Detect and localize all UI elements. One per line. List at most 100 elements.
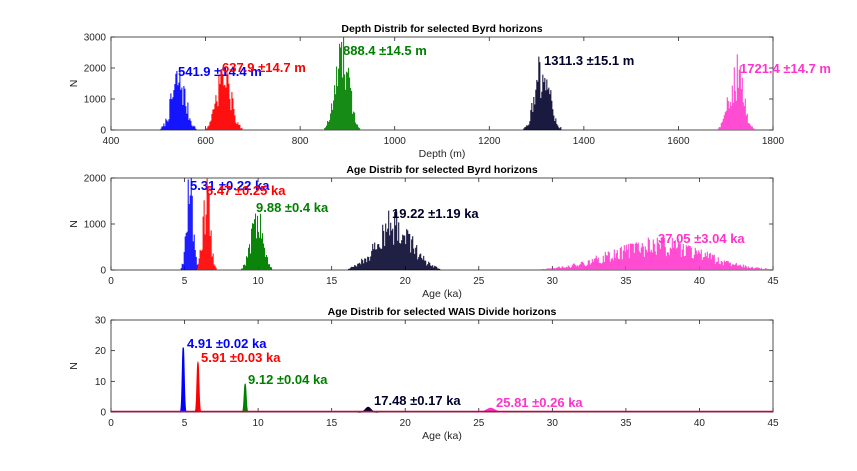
histogram-bar	[339, 43, 341, 131]
histogram-bar	[371, 250, 373, 270]
histogram-bar	[654, 251, 656, 270]
histogram-bar	[733, 264, 735, 270]
histogram-bar	[605, 255, 607, 270]
histogram-bar	[571, 265, 573, 270]
histogram-bar	[253, 223, 255, 270]
histogram-bar	[349, 77, 351, 130]
histogram-bar	[350, 88, 352, 130]
histogram-bar	[659, 248, 661, 270]
histogram-bar	[684, 255, 686, 270]
histogram-bar	[535, 89, 537, 130]
histogram-bar	[731, 264, 733, 270]
histogram-bar	[646, 252, 648, 270]
histogram-bar	[744, 98, 746, 130]
histogram-bar	[254, 219, 256, 270]
histogram-bar	[230, 110, 232, 130]
histogram-bar	[541, 268, 543, 270]
histogram-bar	[553, 115, 555, 130]
histogram-bar	[265, 256, 267, 270]
histogram-bar	[209, 235, 211, 270]
y-axis-label: N	[68, 220, 80, 228]
series-4: 19.22 ±1.19 ka	[348, 206, 479, 270]
histogram-bar	[762, 269, 764, 270]
histogram-bar	[657, 242, 659, 270]
series-3: 9.88 ±0.4 ka	[241, 200, 329, 270]
histogram-bar	[560, 267, 562, 270]
histogram-bar	[545, 90, 547, 130]
x-tick-label: 35	[620, 418, 632, 429]
histogram-bar	[731, 85, 733, 130]
histogram-bar	[715, 261, 717, 270]
histogram-bar	[675, 248, 677, 270]
histogram-bar	[423, 255, 425, 270]
histogram-bar	[574, 264, 576, 270]
histogram-bar	[555, 118, 557, 130]
distribution-line	[179, 347, 187, 413]
histogram-bar	[665, 256, 667, 270]
histogram-bar	[386, 231, 388, 270]
histogram-bar	[704, 252, 706, 270]
y-tick-label: 0	[100, 126, 106, 137]
series-annotation: 37.05 ±3.04 ka	[658, 231, 745, 246]
histogram-bar	[692, 258, 694, 270]
histogram-bar	[682, 243, 684, 270]
histogram-bar	[700, 249, 702, 270]
histogram-bar	[745, 115, 747, 130]
histogram-bar	[203, 200, 205, 270]
histogram-bar	[192, 126, 194, 130]
histogram-bar	[763, 269, 765, 270]
histogram-bar	[683, 256, 685, 270]
histogram-bar	[741, 267, 743, 270]
histogram-bar	[579, 264, 581, 270]
histogram-bar	[547, 268, 549, 270]
x-tick-label: 20	[400, 418, 412, 429]
histogram-bar	[618, 259, 620, 270]
histogram-bar	[187, 102, 189, 130]
histogram-bar	[596, 259, 598, 270]
x-tick-label: 1800	[762, 136, 785, 147]
histogram-bar	[735, 100, 737, 130]
histogram-bar	[261, 238, 263, 270]
x-tick-label: 10	[253, 276, 265, 287]
histogram-bar	[651, 252, 653, 270]
histogram-bar	[347, 72, 349, 130]
histogram-bar	[431, 266, 433, 270]
histogram-bar	[621, 259, 623, 270]
histogram-bar	[370, 256, 372, 270]
plot-frame	[110, 36, 774, 131]
histogram-bar	[546, 79, 548, 130]
histogram-bar	[723, 115, 725, 130]
histogram-bar	[168, 119, 170, 130]
histogram-bar	[642, 246, 644, 270]
histogram-bar	[756, 267, 758, 270]
histogram-bar	[716, 261, 718, 270]
histogram-bar	[229, 98, 231, 130]
histogram-bar	[730, 105, 732, 130]
histogram-bar	[195, 128, 197, 130]
histogram-bar	[718, 127, 720, 130]
histogram-bar	[677, 238, 679, 270]
histogram-bar	[170, 93, 172, 130]
histogram-bar	[598, 262, 600, 270]
histogram-bar	[439, 268, 441, 270]
histogram-bar	[379, 247, 381, 270]
chart-title: Depth Distrib for selected Byrd horizons	[341, 23, 542, 35]
histogram-bar	[163, 123, 165, 130]
histogram-bar	[752, 128, 754, 130]
histogram-bar	[221, 69, 223, 130]
histogram-bar	[537, 81, 539, 130]
y-tick-label: 2000	[84, 64, 107, 75]
histogram-bar	[531, 102, 533, 130]
histogram-bar	[202, 216, 204, 270]
histogram-bar	[410, 252, 412, 270]
histogram-bar	[591, 259, 593, 270]
histogram-bar	[172, 97, 174, 130]
histogram-bar	[432, 265, 434, 270]
histogram-bar	[749, 124, 751, 130]
histogram-bar	[771, 269, 773, 270]
histogram-bar	[765, 268, 767, 270]
x-tick-label: 5	[182, 276, 188, 287]
series-annotation: 5.91 ±0.03 ka	[201, 350, 281, 365]
histogram-bar	[527, 125, 529, 130]
histogram-bar	[329, 120, 331, 130]
